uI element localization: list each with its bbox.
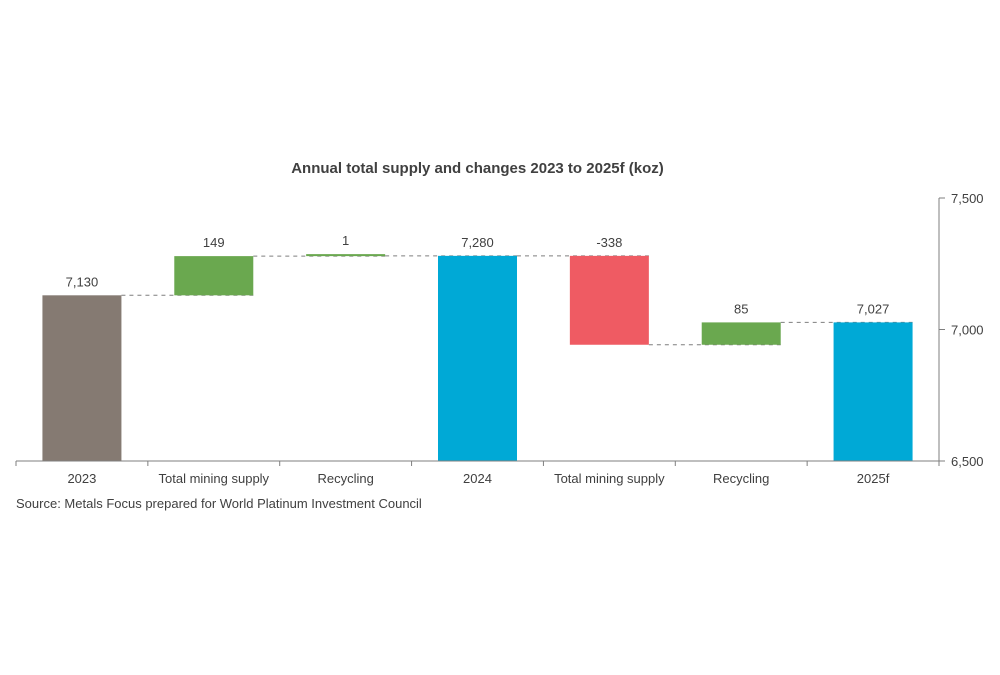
x-tick-label: Total mining supply [554, 471, 665, 486]
x-tick-label: Recycling [317, 471, 373, 486]
bar-6 [701, 322, 781, 345]
x-tick-label: Total mining supply [159, 471, 270, 486]
bar-7 [833, 322, 913, 461]
y-tick-label: 7,000 [951, 323, 984, 338]
data-label: 1 [342, 233, 349, 248]
bar-2 [174, 256, 254, 296]
y-tick-label: 6,500 [951, 454, 984, 469]
data-label: 7,027 [857, 301, 890, 316]
x-tick-label: 2024 [463, 471, 492, 486]
data-label: -338 [596, 235, 622, 250]
data-label: 149 [203, 235, 225, 250]
y-tick-label: 7,500 [951, 191, 984, 206]
x-tick-label: 2025f [857, 471, 890, 486]
chart-source-note: Source: Metals Focus prepared for World … [16, 496, 422, 511]
bar-5 [569, 255, 649, 345]
x-tick-label: 2023 [67, 471, 96, 486]
chart-title: Annual total supply and changes 2023 to … [291, 160, 664, 177]
data-label: 85 [734, 301, 748, 316]
x-tick-label: Recycling [713, 471, 769, 486]
bar-1 [42, 295, 122, 461]
bar-4 [438, 255, 517, 461]
data-label: 7,280 [461, 235, 494, 250]
data-label: 7,130 [66, 274, 99, 289]
bar-3 [306, 254, 386, 257]
